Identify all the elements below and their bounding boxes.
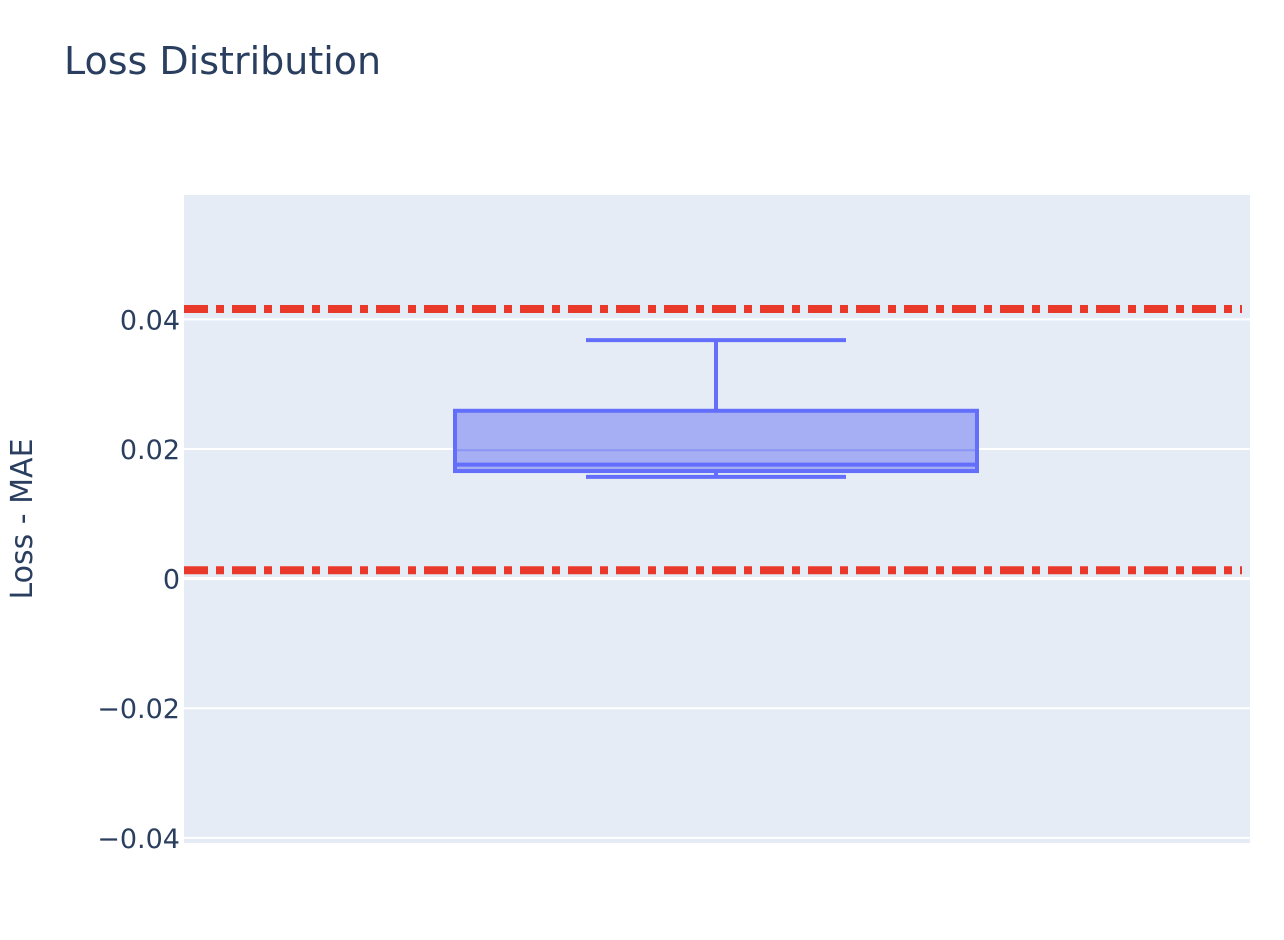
y-axis-ticks: −0.04 −0.02 0 0.02 0.04 xyxy=(97,305,180,854)
box-trace[interactable] xyxy=(453,338,979,479)
y-tick-label: −0.04 xyxy=(97,824,180,855)
plot-area xyxy=(184,195,1250,843)
chart-title: Loss Distribution xyxy=(64,39,381,83)
iqr-box xyxy=(453,408,979,474)
y-tick-label: −0.02 xyxy=(97,694,180,725)
y-tick-label: 0 xyxy=(163,565,180,596)
y-axis-title: Loss - MAE xyxy=(5,438,40,599)
y-tick-label: 0.04 xyxy=(120,305,180,336)
grid-lines xyxy=(184,318,1250,839)
y-tick-label: 0.02 xyxy=(120,435,180,466)
reference-lines xyxy=(184,305,1242,575)
